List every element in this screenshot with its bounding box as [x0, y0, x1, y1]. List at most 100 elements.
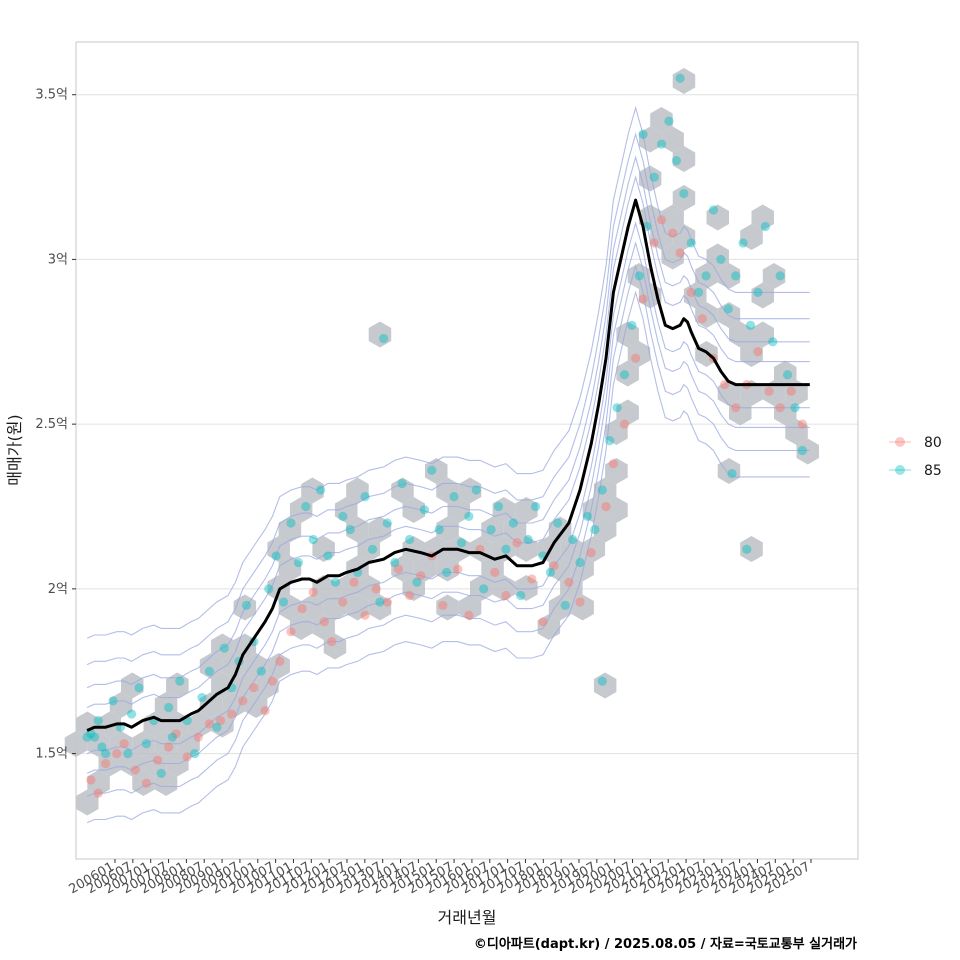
contour-line-0	[86, 290, 810, 824]
point-85-53	[449, 492, 459, 502]
hex-cell-68	[109, 692, 133, 718]
point-85-67	[553, 518, 563, 528]
hex-cell-106	[458, 477, 482, 504]
point-80-49	[619, 419, 630, 429]
point-80-22	[308, 587, 318, 597]
hex-cell-120	[593, 477, 617, 504]
hex-cell-129	[672, 146, 696, 172]
point-80-64	[775, 403, 785, 413]
point-85-92	[738, 238, 748, 248]
point-80-23	[319, 617, 329, 627]
point-85-105	[742, 544, 752, 554]
contour-line-3	[86, 221, 810, 755]
point-85-31	[286, 518, 296, 528]
point-85-69	[568, 534, 578, 545]
point-85-59	[493, 501, 504, 512]
hex-cell-123	[616, 321, 639, 348]
point-80-3	[112, 748, 122, 759]
point-85-88	[708, 205, 719, 215]
point-85-104	[727, 468, 737, 479]
point-85-47	[404, 534, 415, 545]
hex-cell-40	[537, 614, 561, 640]
point-80-15	[238, 696, 248, 706]
point-80-1	[93, 788, 103, 798]
point-85-78	[634, 271, 644, 281]
point-85-19	[197, 692, 207, 703]
hex-cell-115	[548, 594, 572, 621]
hex-cell-114	[548, 516, 572, 543]
point-80-41	[527, 574, 537, 584]
hex-cell-139	[751, 204, 774, 231]
contour-line-2	[86, 240, 810, 774]
point-85-30	[278, 597, 289, 607]
point-80-53	[656, 215, 667, 225]
point-80-6	[141, 778, 152, 788]
point-85-89	[716, 254, 726, 265]
point-85-96	[768, 337, 778, 347]
hex-cell-119	[593, 516, 617, 543]
point-85-106	[597, 676, 607, 686]
point-80-24	[327, 636, 337, 647]
hex-cell-110	[492, 536, 516, 562]
point-80-9	[171, 729, 181, 739]
point-80-47	[601, 501, 611, 512]
point-85-84	[679, 188, 689, 199]
hex-cell-118	[582, 497, 606, 523]
point-80-43	[549, 561, 559, 571]
hex-cell-15	[244, 692, 268, 718]
point-85-37	[330, 577, 341, 587]
point-85-18	[189, 748, 200, 759]
point-85-32	[293, 557, 303, 568]
point-80-56	[686, 287, 696, 297]
point-85-70	[575, 557, 585, 568]
point-80-32	[416, 571, 426, 581]
hex-cell-26	[357, 575, 380, 601]
hex-cell-6	[143, 750, 167, 777]
point-80-16	[249, 683, 259, 693]
hex-cell-149	[593, 672, 617, 699]
legend: 80 85	[889, 435, 942, 479]
y-tick-label-1: 2억	[48, 582, 68, 597]
point-85-0	[82, 732, 92, 742]
hex-cell-13	[222, 692, 245, 718]
point-85-13	[156, 768, 166, 778]
hex-cell-34	[458, 594, 482, 621]
point-85-57	[479, 584, 489, 594]
hex-cell-83	[244, 653, 268, 679]
hex-cell-18	[289, 614, 313, 640]
point-80-57	[697, 314, 707, 324]
legend-key-point-80	[895, 437, 905, 447]
point-85-25	[241, 600, 252, 610]
point-85-50	[427, 465, 437, 475]
hex-cell-126	[638, 165, 662, 192]
hex-cell-62	[774, 399, 797, 426]
hexbin-layer	[64, 68, 819, 816]
panel-border	[75, 41, 859, 860]
contour-line-6	[86, 132, 810, 666]
point-80-55	[675, 248, 685, 258]
point-85-72	[590, 524, 600, 535]
hex-cell-102	[436, 516, 459, 543]
x-axis-title: 거래년월	[438, 908, 497, 927]
hex-cell-39	[515, 575, 538, 601]
hex-cell-73	[154, 770, 178, 796]
point-80-34	[438, 600, 448, 610]
hex-cell-10	[177, 731, 200, 757]
point-85-22	[219, 643, 229, 653]
hex-cell-86	[278, 594, 302, 621]
point-85-103	[675, 73, 685, 83]
contour-line-4	[86, 175, 810, 709]
legend-label-85: 85	[924, 463, 942, 479]
point-80-14	[227, 709, 237, 719]
point-80-27	[360, 610, 370, 620]
point-85-3	[93, 716, 103, 726]
hex-cell-53	[661, 243, 684, 270]
point-85-52	[442, 567, 452, 577]
point-80-30	[393, 564, 404, 574]
hex-cell-55	[695, 302, 718, 328]
hex-cell-44	[582, 536, 606, 562]
hex-cell-144	[368, 321, 392, 348]
point-85-54	[456, 538, 467, 548]
